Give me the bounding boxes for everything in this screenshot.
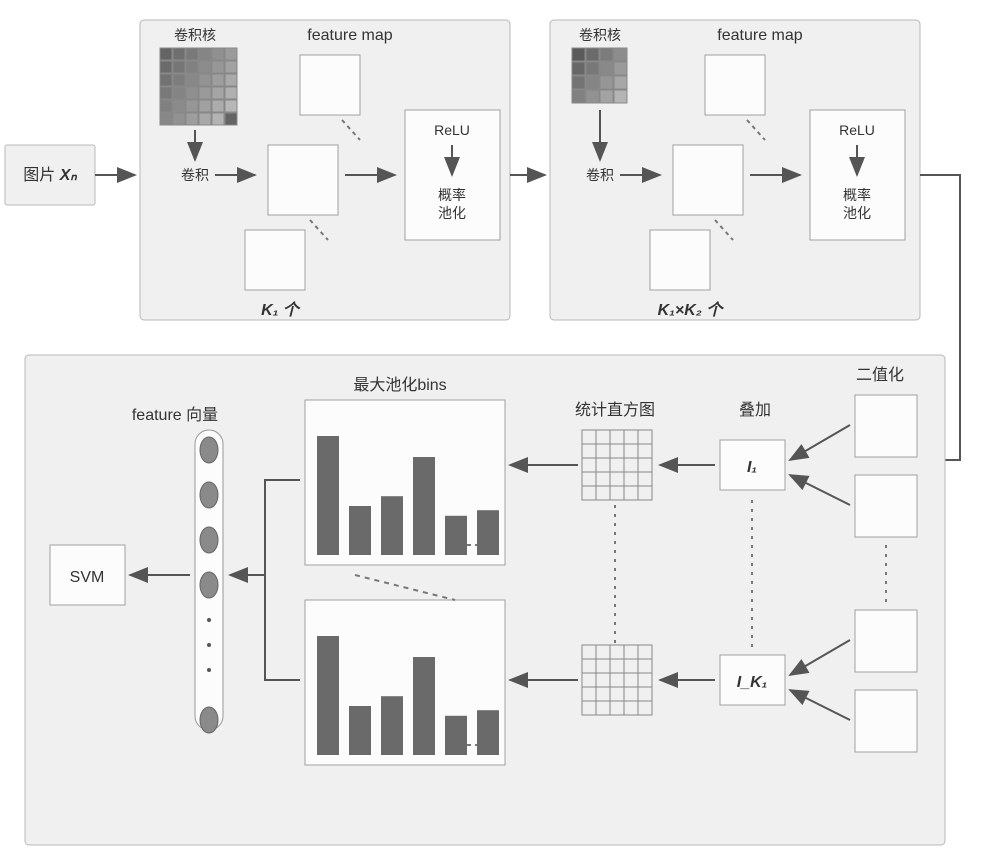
I1-label: I₁ (747, 459, 757, 476)
stage1-map-a (300, 55, 360, 115)
stage1-panel: 卷积核 feature map 卷积 K₁ 个 ReLU 概率池化 (140, 20, 510, 320)
stage2-map-a (705, 55, 765, 115)
Ik-label: I_K₁ (737, 674, 768, 691)
input-block: 图片 Xₙ (5, 145, 95, 205)
bins-label: 最大池化bins (353, 376, 446, 394)
input-prefix: 图片 (23, 166, 59, 184)
bin-sq-1b (855, 475, 917, 537)
stage1-relu-label: ReLU (434, 122, 470, 138)
stage1-map-b (268, 145, 338, 215)
bin-sq-1a (855, 395, 917, 457)
architecture-diagram: 图片 Xₙ 卷积核 feature map 卷积 K₁ 个 ReLU 概率池化 (0, 0, 1000, 852)
lower-panel: 二值化 叠加 I₁ I_K₁ 统计直方图 最大池化bins (25, 355, 945, 845)
hist-label: 统计直方图 (575, 401, 655, 419)
feature-vec-label: feature 向量 (132, 406, 218, 424)
stack-label: 叠加 (739, 401, 771, 419)
stage2-count-label: K₁×K₂ 个 (658, 301, 725, 319)
stage1-count-label: K₁ 个 (261, 301, 301, 319)
bin-sq-2b (855, 690, 917, 752)
bin-sq-2a (855, 610, 917, 672)
svm-label: SVM (70, 569, 105, 586)
svg-text:图片 Xₙ: 图片 Xₙ (23, 166, 77, 184)
stage1-conv-label: 卷积 (181, 167, 209, 183)
stage1-kernel-label: 卷积核 (174, 27, 216, 43)
stage2-map-c (650, 230, 710, 290)
input-var: Xₙ (59, 167, 78, 184)
stage2-relu-label: ReLU (839, 122, 875, 138)
stage2-panel: 卷积核 feature map 卷积 K₁×K₂ 个 ReLU 概率池化 (550, 20, 920, 320)
stage2-featuremap-label: feature map (717, 27, 802, 44)
stage2-kernel-label: 卷积核 (579, 27, 621, 43)
stage1-map-c (245, 230, 305, 290)
stage2-map-b (673, 145, 743, 215)
stage2-conv-label: 卷积 (586, 167, 614, 183)
stage2-kernel-grid (572, 48, 627, 103)
binarize-label: 二值化 (856, 366, 904, 384)
stage1-featuremap-label: feature map (307, 27, 392, 44)
stage1-kernel-grid (160, 48, 237, 125)
